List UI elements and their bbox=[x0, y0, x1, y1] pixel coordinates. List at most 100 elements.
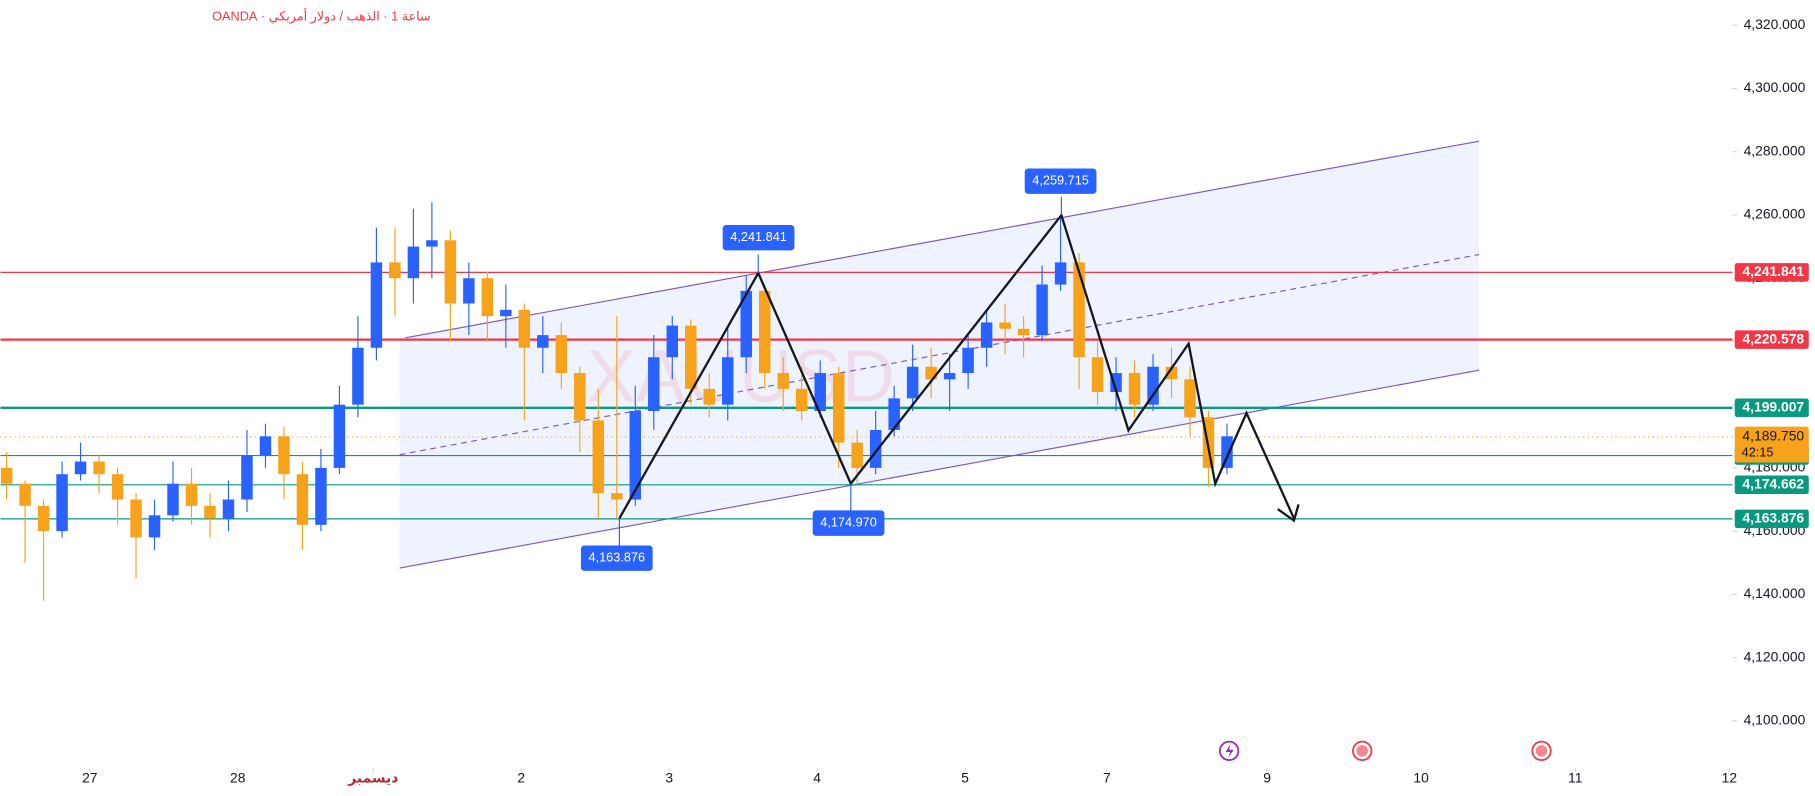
channel-upper bbox=[405, 140, 1480, 339]
candle-body bbox=[204, 505, 216, 519]
level-label: 4,241.841 bbox=[1742, 263, 1804, 279]
candle-body bbox=[1165, 366, 1178, 380]
x-tick-label: 9 bbox=[1263, 769, 1271, 785]
candle-body bbox=[1017, 328, 1030, 336]
candle-body bbox=[74, 461, 87, 475]
candle-body bbox=[740, 290, 752, 358]
x-tick-label: 5 bbox=[961, 769, 969, 785]
last-price-label: 4,189.750 bbox=[1742, 428, 1804, 444]
event-icon-glyph bbox=[1225, 743, 1234, 758]
time-axis: 27 28 ديسمبر 2 3 4 5 7 9 10 11 12 bbox=[82, 768, 1737, 786]
candle-body bbox=[167, 483, 179, 516]
candle-body bbox=[500, 309, 512, 317]
pivot-label-box bbox=[1024, 168, 1097, 194]
candle-body bbox=[999, 322, 1011, 329]
pivot-label: 4,259.715 bbox=[1032, 173, 1089, 188]
candle-body bbox=[611, 493, 623, 500]
x-tick-label: 10 bbox=[1413, 769, 1429, 785]
candle-body bbox=[1091, 357, 1104, 393]
zigzag-path bbox=[618, 212, 1295, 519]
level-label: 4,220.578 bbox=[1742, 330, 1804, 346]
candle-body bbox=[758, 290, 771, 374]
price-axis: 4,100.0004,120.0004,140.0004,160.0004,18… bbox=[1732, 16, 1809, 727]
candle-body bbox=[629, 410, 642, 500]
candle-body bbox=[315, 467, 327, 525]
candle-body bbox=[537, 335, 549, 348]
level-label-box bbox=[1734, 398, 1809, 418]
pivot-label-box bbox=[812, 510, 885, 536]
channel-fill bbox=[399, 141, 1480, 569]
candle-body bbox=[185, 483, 198, 506]
candle-body bbox=[0, 467, 13, 484]
x-tick-label: 12 bbox=[1722, 769, 1738, 785]
candle-body bbox=[241, 455, 253, 500]
y-tick-label: 4,120.000 bbox=[1744, 648, 1806, 664]
candle-body bbox=[962, 347, 974, 374]
candle-body bbox=[148, 515, 161, 538]
drawings bbox=[399, 140, 1480, 569]
candle-body bbox=[685, 325, 697, 389]
pivot-label: 4,163.876 bbox=[589, 550, 646, 565]
candle-body bbox=[389, 262, 401, 279]
candle-body bbox=[19, 483, 31, 506]
y-tick-label: 4,260.000 bbox=[1744, 206, 1806, 222]
candle-body bbox=[370, 262, 383, 348]
candle-body bbox=[722, 357, 734, 405]
candle-body bbox=[444, 240, 457, 304]
candle-body bbox=[278, 436, 290, 475]
level-label: 4,174.662 bbox=[1742, 475, 1804, 491]
candle-body bbox=[1073, 262, 1085, 358]
x-tick-label: 11 bbox=[1568, 769, 1583, 785]
levels bbox=[0, 271, 1733, 520]
x-tick-label: 28 bbox=[230, 769, 246, 785]
level-label-box bbox=[1734, 263, 1809, 282]
candle-body bbox=[1036, 284, 1048, 336]
event-icons bbox=[1219, 740, 1552, 762]
candle-body bbox=[648, 357, 660, 411]
candle-body bbox=[980, 322, 993, 348]
candle-body bbox=[666, 325, 679, 358]
annotations: 4,163.876 4,241.841 4,174.970 4,259.715 bbox=[580, 168, 1097, 571]
candle-body bbox=[795, 388, 808, 411]
y-tick-label: 4,320.000 bbox=[1744, 16, 1806, 32]
candle-body bbox=[352, 347, 364, 405]
candle-body bbox=[925, 366, 937, 380]
y-tick-label: 4,280.000 bbox=[1744, 142, 1806, 158]
last-price-box bbox=[1734, 426, 1809, 463]
level-label-box bbox=[1734, 330, 1809, 349]
candle-body bbox=[481, 278, 494, 317]
level-label-box bbox=[1734, 509, 1809, 529]
candle-body bbox=[296, 474, 309, 525]
pivot-label: 4,241.841 bbox=[730, 229, 787, 244]
candle-body bbox=[518, 309, 531, 348]
flag-glyph bbox=[1356, 745, 1368, 757]
x-tick-label: 2 bbox=[517, 769, 525, 785]
candle-body bbox=[37, 505, 50, 532]
candle-body bbox=[1054, 262, 1067, 285]
candle-body bbox=[906, 366, 919, 399]
candle-body bbox=[130, 499, 142, 538]
candle-body bbox=[851, 442, 863, 468]
x-tick-label: 7 bbox=[1103, 769, 1111, 785]
pivot-label-box bbox=[580, 545, 653, 571]
level-label: 4,163.876 bbox=[1742, 510, 1804, 526]
candle-body bbox=[555, 335, 568, 374]
candle-body bbox=[832, 373, 845, 443]
candle-body bbox=[56, 474, 68, 532]
x-tick-label: 3 bbox=[665, 769, 673, 785]
candle-body bbox=[1128, 373, 1141, 405]
candle-body bbox=[93, 461, 105, 475]
candle-body bbox=[703, 388, 715, 405]
candle-body bbox=[222, 499, 235, 519]
candle-body bbox=[888, 398, 900, 430]
pivot-label-box bbox=[722, 224, 795, 251]
candle-body bbox=[943, 373, 956, 380]
channel-lower bbox=[399, 369, 1480, 569]
level-label-box bbox=[1734, 475, 1809, 495]
candle-body bbox=[426, 240, 438, 247]
x-tick-label: 27 bbox=[82, 769, 98, 785]
flag-glyph bbox=[1535, 745, 1548, 757]
candle-body bbox=[333, 404, 346, 468]
